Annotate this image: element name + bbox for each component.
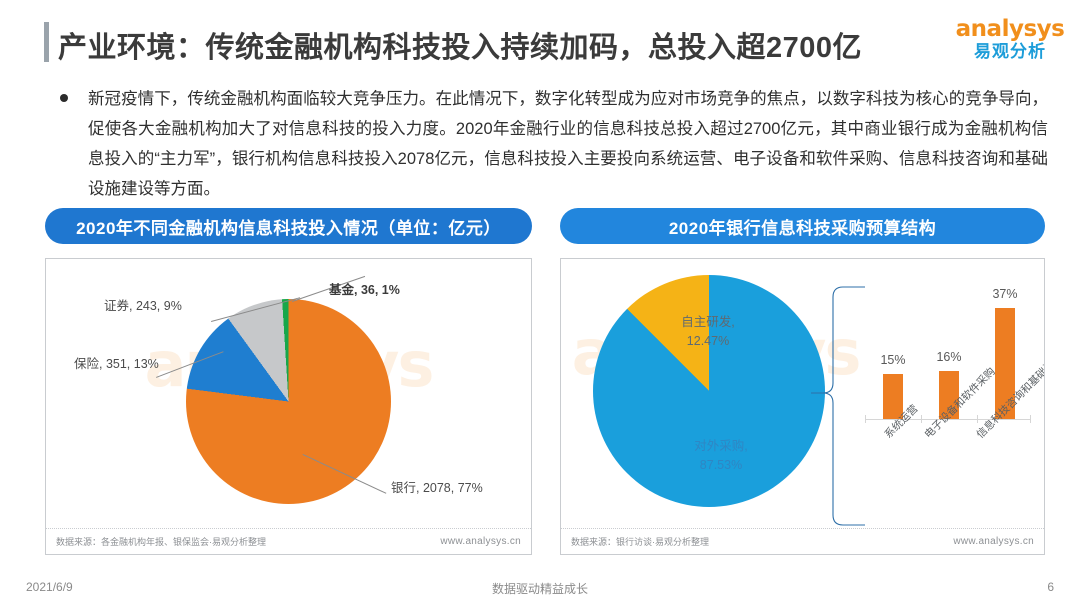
pie-label-self-rnd: 自主研发, 12.47% xyxy=(653,313,763,351)
right-chart-panel: 2020年银行信息科技采购预算结构 analysys 易观 自主研发, 12.4… xyxy=(560,208,1045,555)
pie-label-fund-text: 基金, 36, 1% xyxy=(329,283,400,297)
right-panel-body: analysys 易观 自主研发, 12.47% 对外采购, 87.53% xyxy=(560,258,1045,555)
pie-label-external-procurement: 对外采购, 87.53% xyxy=(666,437,776,475)
pie-label-external-line1: 对外采购, xyxy=(694,439,748,453)
right-panel-footer: 数据来源：银行访谈·易观分析整理 www.analysys.cn xyxy=(561,528,1044,554)
left-panel-url: www.analysys.cn xyxy=(440,536,521,547)
pie-label-insurance: 保险, 351, 13% xyxy=(74,353,159,372)
right-panel-title: 2020年银行信息科技采购预算结构 xyxy=(560,208,1045,244)
right-panel-source: 数据来源：银行访谈·易观分析整理 xyxy=(571,537,709,547)
bar-axis-tick-3 xyxy=(1030,415,1031,423)
pie-chart-procurement-budget xyxy=(593,275,825,507)
footer-page-number: 6 xyxy=(1047,580,1054,594)
pie-label-securities: 证券, 243, 9% xyxy=(104,295,182,314)
bar-it-consulting-infrastructure xyxy=(995,308,1015,419)
bar-value-consulting-infrastructure: 37% xyxy=(992,287,1018,301)
left-panel-footer: 数据来源：各金融机构年报、银保监会·易观分析整理 www.analysys.cn xyxy=(46,528,531,554)
pie-label-external-line2: 87.53% xyxy=(699,458,743,472)
title-accent-bar xyxy=(44,22,49,62)
bar-chart-procurement-breakdown: 15% 16% 37% 系统运营 电子设备和软件采购 信息科技咨询和基础设施建设 xyxy=(861,279,1044,529)
left-panel-source: 数据来源：各金融机构年报、银保监会·易观分析整理 xyxy=(56,537,266,547)
pie-label-bank-text: 银行, 2078, 77% xyxy=(391,481,483,495)
body-bullet-row: 新冠疫情下，传统金融机构面临较大竞争压力。在此情况下，数字化转型成为应对市场竞争… xyxy=(60,84,1060,204)
logo-chinese-name: 易观分析 xyxy=(974,42,1046,61)
bar-axis-tick-1 xyxy=(921,415,922,423)
left-panel-body: analysys 易观 证券, 243, 9% 基金, 36, 1% 保险, 3… xyxy=(45,258,532,555)
left-panel-title: 2020年不同金融机构信息科技投入情况（单位：亿元） xyxy=(45,208,532,244)
footer-tagline: 数据驱动精益成长 xyxy=(491,582,588,596)
bracket-connector-icon xyxy=(811,286,865,526)
slide-footer: 2021/6/9 数据驱动精益成长 6 xyxy=(0,568,1080,608)
body-paragraph: 新冠疫情下，传统金融机构面临较大竞争压力。在此情况下，数字化转型成为应对市场竞争… xyxy=(88,90,1048,198)
pie-label-securities-text: 证券, 243, 9% xyxy=(104,299,182,313)
bar-axis-tick-2 xyxy=(977,415,978,423)
footer-date: 2021/6/9 xyxy=(26,580,73,594)
pie-label-insurance-text: 保险, 351, 13% xyxy=(74,357,159,371)
pie-label-self-rnd-line2: 12.47% xyxy=(686,334,730,348)
bar-axis-tick-0 xyxy=(865,415,866,423)
logo-wordmark: analysys xyxy=(955,16,1065,42)
bullet-dot-icon xyxy=(60,94,68,102)
analysys-logo: analysys 易观分析 xyxy=(950,16,1070,72)
page-title: 产业环境：传统金融机构科技投入持续加码，总投入超2700亿 xyxy=(58,32,863,64)
bar-hardware-software-procurement xyxy=(939,371,959,419)
bar-value-system-operation: 15% xyxy=(880,353,906,367)
pie-label-fund: 基金, 36, 1% xyxy=(329,279,400,298)
pie-label-self-rnd-line1: 自主研发, xyxy=(681,315,735,329)
pie-chart-institution-investment xyxy=(186,299,391,504)
left-chart-panel: 2020年不同金融机构信息科技投入情况（单位：亿元） analysys 易观 证… xyxy=(45,208,532,555)
slide-header: 产业环境：传统金融机构科技投入持续加码，总投入超2700亿 analysys 易… xyxy=(0,8,1080,68)
bar-system-operation xyxy=(883,374,903,419)
right-panel-url: www.analysys.cn xyxy=(953,536,1034,547)
bar-value-hardware-software: 16% xyxy=(936,350,962,364)
bar-chart-axis xyxy=(865,419,1031,420)
pie-label-bank: 银行, 2078, 77% xyxy=(391,477,483,496)
